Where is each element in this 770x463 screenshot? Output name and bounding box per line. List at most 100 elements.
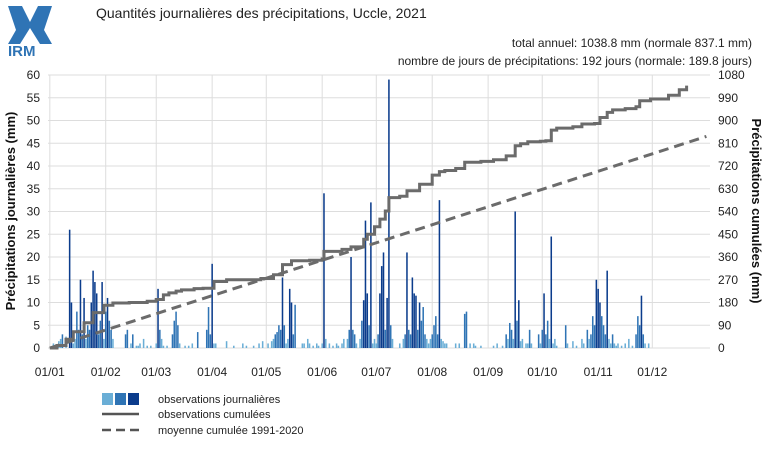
- daily-bar: [601, 316, 603, 348]
- daily-bar: [350, 257, 352, 348]
- daily-bar: [335, 343, 338, 348]
- daily-bar: [608, 338, 610, 348]
- daily-bar: [159, 329, 161, 348]
- daily-bar: [496, 343, 498, 348]
- observed-cumulative-line: [49, 85, 689, 350]
- daily-bar: [205, 329, 208, 348]
- daily-bar: [469, 343, 471, 348]
- plot-area: 0 0 5 90 10 180 15 270 20 360 25 450 30 540 35 630 40 720…: [27, 68, 745, 379]
- daily-bar: [292, 334, 295, 348]
- x-tick: 01/11: [584, 365, 613, 379]
- daily-bar: [638, 325, 641, 348]
- chart-title: Quantités journalières des précipitation…: [96, 5, 427, 21]
- daily-bar: [426, 338, 428, 348]
- daily-bar: [604, 334, 607, 348]
- daily-bar: [290, 302, 293, 348]
- daily-bar: [353, 334, 356, 348]
- daily-bar: [510, 329, 513, 348]
- x-tick: 01/10: [527, 365, 557, 379]
- daily-bar: [386, 297, 388, 348]
- legend: observations journalières observations c…: [102, 393, 304, 437]
- daily-bar: [184, 345, 186, 348]
- daily-bar: [417, 329, 419, 348]
- daily-bar: [225, 341, 228, 348]
- daily-bar: [283, 325, 286, 348]
- daily-bar: [518, 300, 520, 348]
- y-tick-right: 0: [718, 341, 725, 355]
- y-tick-left: 35: [27, 182, 41, 196]
- daily-bar: [76, 311, 78, 348]
- daily-bar: [61, 334, 64, 348]
- daily-bar: [261, 341, 264, 348]
- daily-bar: [637, 316, 639, 348]
- daily-bar: [615, 345, 617, 348]
- daily-bar: [474, 345, 477, 348]
- daily-bar: [610, 343, 612, 348]
- daily-bar: [379, 293, 381, 348]
- daily-bar: [132, 334, 134, 348]
- daily-bar: [519, 341, 522, 348]
- daily-bar: [640, 295, 643, 348]
- daily-bar: [458, 343, 461, 348]
- daily-bar: [433, 325, 435, 348]
- daily-bar: [402, 338, 405, 348]
- x-tick: 01/03: [141, 365, 171, 379]
- daily-bar: [463, 313, 466, 348]
- daily-bar: [602, 325, 605, 348]
- daily-bar: [77, 329, 80, 348]
- daily-bar: [160, 338, 163, 348]
- daily-bar: [352, 329, 354, 348]
- daily-bar: [631, 345, 634, 348]
- daily-bar: [323, 193, 325, 348]
- daily-bar: [106, 297, 109, 348]
- daily-bar: [371, 343, 374, 348]
- x-tick: 01/05: [251, 365, 281, 379]
- y-tick-left: 0: [33, 341, 40, 355]
- daily-bar: [209, 334, 212, 348]
- daily-bar: [178, 343, 181, 348]
- daily-bar: [317, 345, 320, 348]
- daily-bar: [617, 343, 619, 348]
- daily-bar: [572, 341, 574, 348]
- y-tick-right: 630: [718, 182, 738, 196]
- daily-bar: [516, 320, 518, 348]
- daily-bar: [424, 334, 426, 348]
- daily-bar: [139, 343, 141, 348]
- daily-bar: [287, 338, 289, 348]
- daily-bar: [388, 79, 390, 349]
- daily-bar: [606, 270, 608, 348]
- daily-bar: [624, 343, 626, 348]
- daily-bar: [279, 329, 282, 348]
- daily-bar: [258, 343, 260, 348]
- legend-cumulative-label: observations cumulées: [158, 409, 271, 421]
- daily-bar: [528, 329, 531, 348]
- daily-bar: [99, 320, 102, 348]
- legend-daily-label: observations journalières: [158, 394, 281, 406]
- daily-bar: [175, 311, 177, 348]
- daily-bar: [420, 320, 423, 348]
- daily-bar: [332, 345, 334, 348]
- daily-bar: [427, 343, 430, 348]
- daily-bar: [465, 311, 468, 348]
- daily-bar: [442, 341, 444, 348]
- daily-bar: [343, 338, 345, 348]
- daily-bar: [274, 334, 277, 348]
- y-tick-right: 450: [718, 227, 738, 241]
- daily-bar: [361, 320, 363, 348]
- daily-bar: [588, 338, 590, 348]
- daily-bar: [512, 338, 515, 348]
- daily-bar: [429, 338, 432, 348]
- y-tick-right: 990: [718, 91, 738, 105]
- daily-bar: [207, 307, 210, 348]
- daily-bar: [303, 343, 305, 348]
- daily-bar: [285, 343, 287, 348]
- y-tick-left: 60: [27, 68, 41, 82]
- daily-bar: [166, 345, 168, 348]
- y-tick-left: 10: [27, 296, 41, 310]
- daily-bar: [103, 338, 105, 348]
- daily-bar: [581, 338, 583, 348]
- daily-bar: [472, 343, 475, 348]
- daily-bar: [407, 329, 410, 348]
- y-tick-left: 40: [27, 159, 41, 173]
- daily-bar: [150, 345, 152, 348]
